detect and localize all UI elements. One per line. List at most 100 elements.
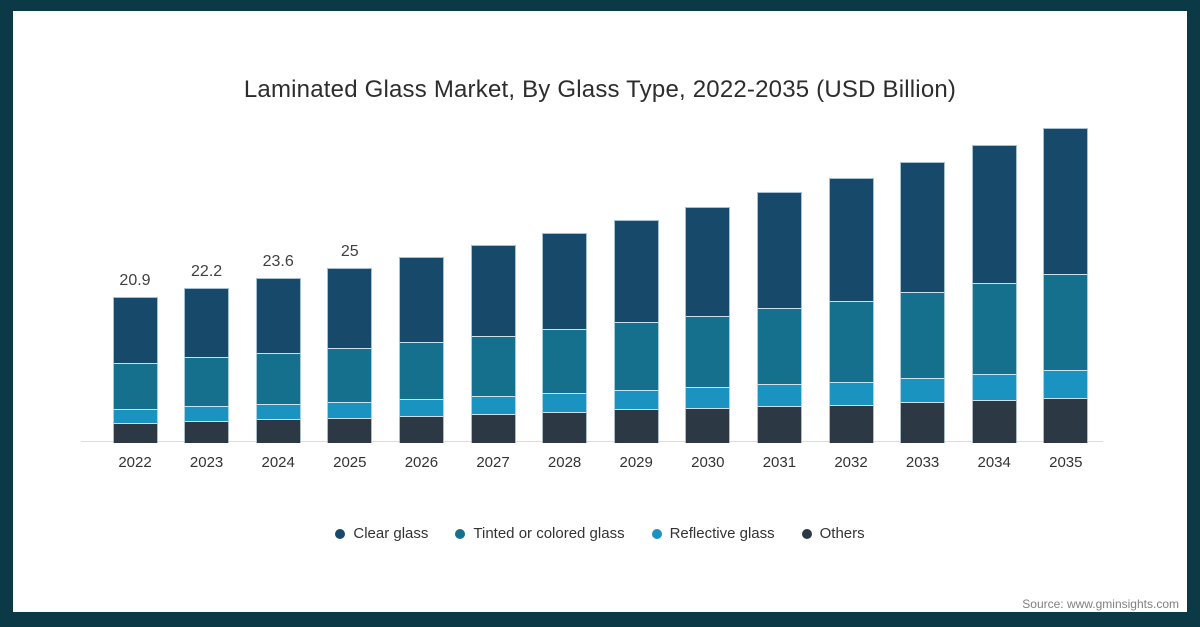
bar-segment-tinted-or-colored-glass xyxy=(1043,273,1089,371)
total-label-2023: 22.2 xyxy=(191,262,223,280)
bar-segment-reflective-glass xyxy=(1043,370,1089,398)
bar-segment-clear-glass xyxy=(828,177,874,301)
bar-segment-clear-glass xyxy=(900,161,946,292)
bar-segment-reflective-glass xyxy=(971,374,1017,400)
bar-segment-others xyxy=(470,413,516,443)
x-axis-label-2033: 2033 xyxy=(905,454,940,471)
bar-segment-tinted-or-colored-glass xyxy=(255,352,301,404)
legend-dot-icon xyxy=(455,528,466,539)
bar-segment-clear-glass xyxy=(613,220,659,322)
bar-segment-reflective-glass xyxy=(756,384,802,406)
legend: Clear glass Tinted or colored glass Reflec… xyxy=(13,525,1187,542)
bar-segment-reflective-glass xyxy=(613,389,659,410)
bar-2022 xyxy=(112,296,158,443)
bar-segment-reflective-glass xyxy=(828,382,874,405)
bar-segment-others xyxy=(971,399,1017,443)
legend-label: Reflective glass xyxy=(669,525,775,542)
bar-2023 xyxy=(184,287,230,443)
x-axis-label-2026: 2026 xyxy=(404,454,439,471)
bar-segment-others xyxy=(542,411,588,443)
bar-segment-reflective-glass xyxy=(112,408,158,423)
bar-segment-others xyxy=(613,409,659,443)
bar-segment-clear-glass xyxy=(398,256,444,343)
x-axis-label-2030: 2030 xyxy=(691,454,725,471)
bar-segment-reflective-glass xyxy=(685,387,731,408)
x-axis-label-2032: 2032 xyxy=(834,454,868,471)
bar-segment-clear-glass xyxy=(542,233,588,329)
bar-segment-reflective-glass xyxy=(184,405,230,421)
bar-segment-tinted-or-colored-glass xyxy=(112,362,158,409)
bar-segment-tinted-or-colored-glass xyxy=(828,300,874,383)
bar-segment-clear-glass xyxy=(756,191,802,308)
total-label-2025: 25 xyxy=(340,243,359,260)
bar-segment-others xyxy=(828,404,874,443)
bar-2033 xyxy=(900,161,946,443)
legend-dot-icon xyxy=(651,528,662,539)
bar-segment-others xyxy=(1043,397,1089,443)
bar-segment-clear-glass xyxy=(184,287,230,357)
bar-segment-tinted-or-colored-glass xyxy=(685,315,731,387)
bar-2024 xyxy=(255,277,301,443)
total-label-2022: 20.9 xyxy=(119,271,151,289)
total-label-2024: 23.6 xyxy=(262,252,294,270)
bar-segment-clear-glass xyxy=(327,268,373,348)
bar-segment-tinted-or-colored-glass xyxy=(470,335,516,397)
bar-2026 xyxy=(398,256,444,443)
bar-segment-others xyxy=(900,401,946,443)
legend-item-reflective-glass: Reflective glass xyxy=(651,525,775,542)
bar-segment-tinted-or-colored-glass xyxy=(542,328,588,393)
source-text: Source: www.gminsights.com xyxy=(1022,597,1179,611)
bar-segment-clear-glass xyxy=(470,244,516,336)
plot-area: 20.9 2022 22.2 2023 23.6 2024 25 2025 2026 2027 20… xyxy=(13,11,1187,612)
bar-segment-tinted-or-colored-glass xyxy=(756,307,802,385)
bar-2035 xyxy=(1043,128,1089,443)
bar-segment-clear-glass xyxy=(1043,128,1089,274)
bar-2031 xyxy=(756,191,802,443)
bar-2028 xyxy=(542,233,588,443)
x-axis-line xyxy=(81,441,1103,442)
bar-segment-reflective-glass xyxy=(900,377,946,402)
bar-segment-reflective-glass xyxy=(255,403,301,420)
bar-2032 xyxy=(828,177,874,443)
legend-label: Tinted or colored glass xyxy=(473,525,625,542)
x-axis-label-2035: 2035 xyxy=(1049,454,1083,471)
bar-segment-tinted-or-colored-glass xyxy=(971,283,1017,375)
x-axis-label-2023: 2023 xyxy=(189,454,224,471)
bar-segment-reflective-glass xyxy=(542,392,588,412)
bar-segment-others xyxy=(398,415,444,443)
legend-item-others: Others xyxy=(801,525,865,542)
bar-2027 xyxy=(470,244,516,443)
bar-segment-tinted-or-colored-glass xyxy=(327,347,373,402)
bar-segment-others xyxy=(327,417,373,443)
bar-segment-tinted-or-colored-glass xyxy=(398,342,444,399)
bar-segment-tinted-or-colored-glass xyxy=(184,356,230,406)
bar-segment-clear-glass xyxy=(112,296,158,363)
bar-segment-reflective-glass xyxy=(327,401,373,418)
bar-segment-others xyxy=(112,422,158,443)
x-axis-label-2022: 2022 xyxy=(118,454,152,471)
x-axis-label-2025: 2025 xyxy=(333,454,367,471)
x-axis-label-2024: 2024 xyxy=(261,454,295,471)
bar-segment-others xyxy=(685,408,731,443)
bar-segment-others xyxy=(255,419,301,443)
x-axis-label-2028: 2028 xyxy=(547,454,582,471)
bar-segment-clear-glass xyxy=(255,277,301,353)
x-axis-label-2027: 2027 xyxy=(476,454,510,471)
bar-2029 xyxy=(613,220,659,443)
bar-segment-tinted-or-colored-glass xyxy=(613,321,659,390)
x-axis-label-2029: 2029 xyxy=(619,454,653,471)
bar-segment-reflective-glass xyxy=(398,398,444,416)
bar-segment-clear-glass xyxy=(685,207,731,316)
bar-segment-others xyxy=(184,420,230,443)
legend-item-clear-glass: Clear glass xyxy=(335,525,428,542)
legend-label: Others xyxy=(819,525,865,542)
x-axis-label-2031: 2031 xyxy=(762,454,797,471)
legend-item-tinted-or-colored-glass: Tinted or colored glass xyxy=(455,525,625,542)
legend-dot-icon xyxy=(335,528,346,539)
bar-segment-reflective-glass xyxy=(470,396,516,414)
bar-segment-clear-glass xyxy=(971,144,1017,284)
bar-segment-tinted-or-colored-glass xyxy=(900,291,946,378)
legend-dot-icon xyxy=(801,528,812,539)
legend-label: Clear glass xyxy=(353,525,429,542)
